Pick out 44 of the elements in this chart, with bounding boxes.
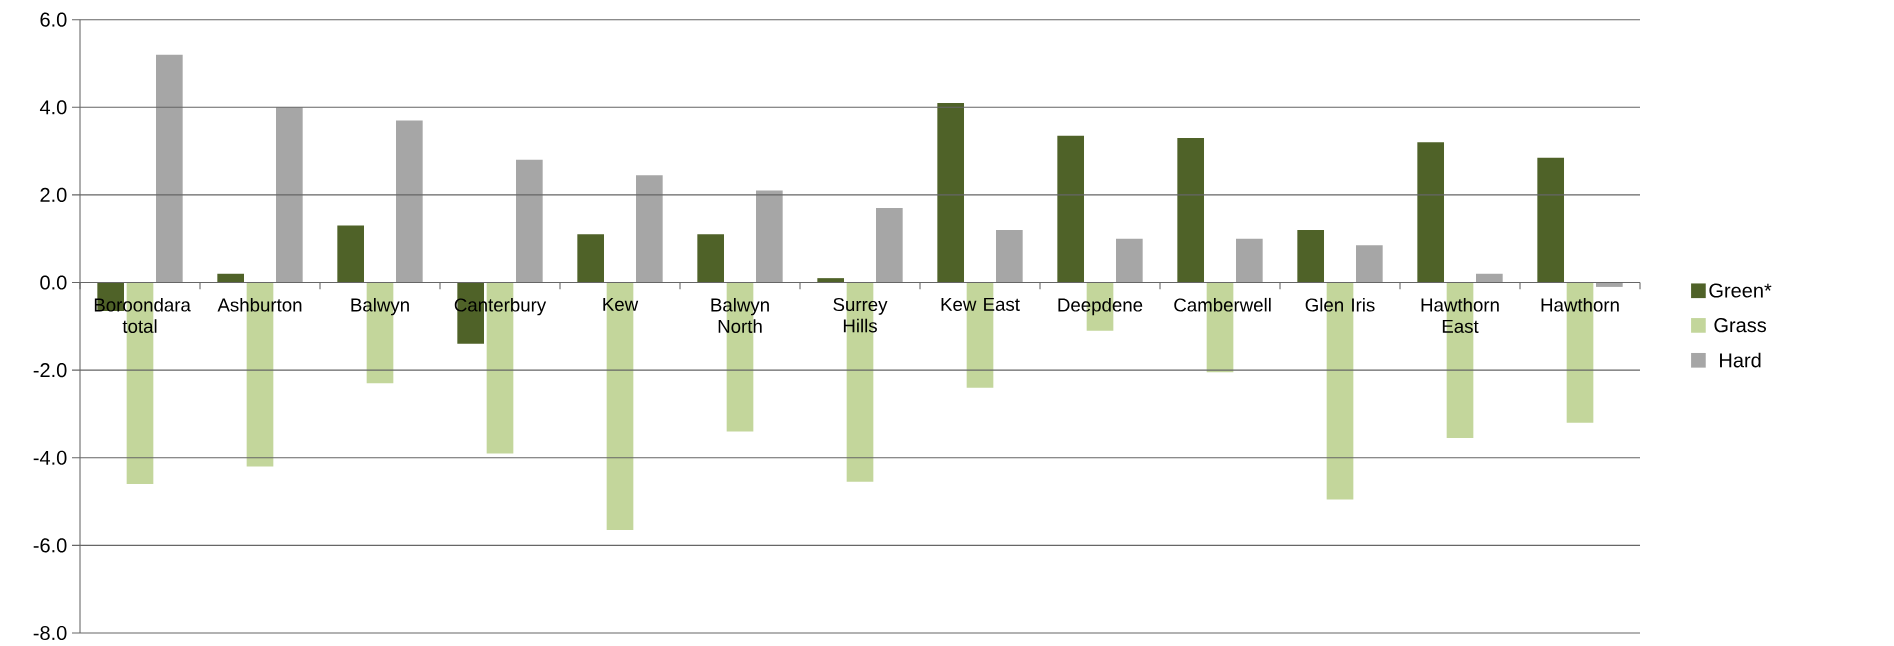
bar bbox=[337, 225, 364, 283]
y-tick-label: 2.0 bbox=[40, 187, 67, 202]
bar bbox=[396, 120, 423, 283]
y-tick-label: -2.0 bbox=[33, 363, 67, 378]
x-tick-label: Kew East bbox=[941, 297, 1020, 311]
x-tick-label: Ashburton bbox=[217, 297, 302, 312]
bar bbox=[876, 208, 903, 283]
bar bbox=[577, 234, 604, 283]
y-tick-label: -8.0 bbox=[33, 625, 67, 641]
x-tick-label: Balwyn North bbox=[711, 297, 769, 333]
bar bbox=[697, 234, 724, 283]
y-tick-label: 0.0 bbox=[40, 275, 67, 290]
x-tick-label: Surrey Hills bbox=[833, 297, 888, 333]
bar bbox=[276, 107, 303, 283]
bar bbox=[516, 159, 543, 283]
x-tick-label: Boroondara total bbox=[94, 297, 191, 333]
bar bbox=[1356, 245, 1383, 283]
y-tick-label: 6.0 bbox=[40, 12, 67, 27]
x-tick-label: Balwyn bbox=[351, 297, 409, 316]
bar bbox=[1297, 229, 1325, 283]
legend-label: Green* bbox=[1709, 283, 1772, 298]
y-tick-label: -6.0 bbox=[33, 538, 67, 553]
bar bbox=[1057, 135, 1085, 283]
legend-label: Hard bbox=[1720, 352, 1761, 368]
bar bbox=[1236, 238, 1263, 283]
bar bbox=[937, 102, 965, 283]
bar bbox=[1537, 157, 1565, 283]
y-tick-label: 4.0 bbox=[39, 100, 67, 115]
x-tick-label: Camberwell bbox=[1174, 297, 1271, 312]
bar bbox=[1177, 137, 1205, 283]
x-tick-label: Deepdene bbox=[1058, 297, 1143, 316]
x-tick-label: Canterbury bbox=[454, 297, 547, 316]
bar bbox=[756, 190, 783, 283]
x-tick-label: Hawthorn bbox=[1541, 297, 1619, 312]
bar bbox=[1417, 142, 1445, 283]
bar bbox=[636, 175, 663, 283]
y-tick-label: -4.0 bbox=[33, 450, 67, 465]
legend-label: Grass bbox=[1714, 318, 1767, 333]
bar bbox=[156, 54, 183, 283]
x-tick-label: Glen Iris bbox=[1305, 297, 1375, 312]
bar bbox=[1116, 238, 1143, 283]
x-tick-label: Kew bbox=[603, 297, 639, 311]
bar bbox=[996, 229, 1023, 283]
x-tick-label: Hawthorn East bbox=[1421, 297, 1499, 333]
